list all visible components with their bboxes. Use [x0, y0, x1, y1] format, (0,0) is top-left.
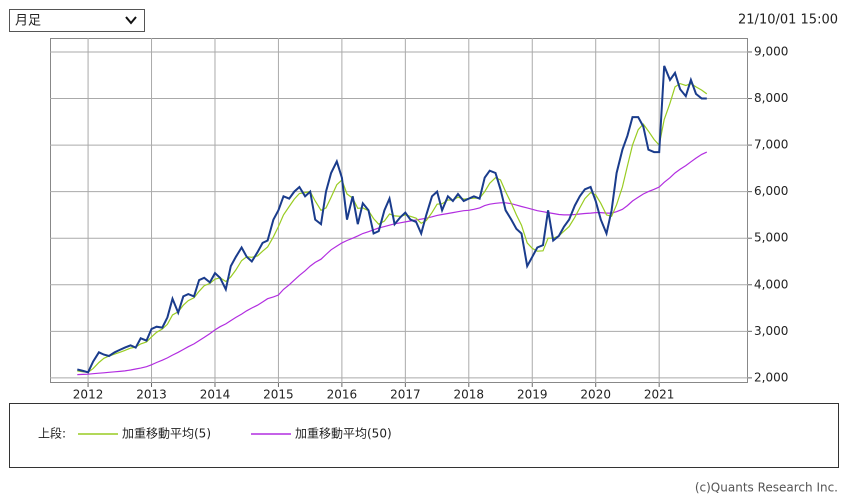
- y-tick-label: 5,000: [754, 231, 788, 245]
- y-tick-label: 8,000: [754, 91, 788, 105]
- legend-label: 加重移動平均(5): [122, 427, 211, 441]
- select-label[interactable]: 月足: [15, 14, 41, 29]
- y-tick-label: 3,000: [754, 324, 788, 338]
- period-select[interactable]: 月足: [9, 9, 145, 32]
- y-tick-label: 2,000: [754, 370, 788, 384]
- y-tick-label: 9,000: [754, 44, 788, 58]
- legend-label: 加重移動平均(50): [295, 427, 392, 441]
- y-tick-label: 7,000: [754, 138, 788, 152]
- x-tick-label: 2016: [327, 388, 358, 402]
- series-line: [77, 151, 708, 376]
- x-tick-label: 2019: [517, 388, 548, 402]
- x-tick-label: 2012: [73, 388, 104, 402]
- select-box[interactable]: [9, 9, 145, 32]
- x-tick-label: 2018: [454, 388, 485, 402]
- series-line: [77, 82, 708, 373]
- x-tick-label: 2020: [580, 388, 611, 402]
- copyright: (c)Quants Research Inc.: [695, 481, 838, 495]
- y-tick-label: 4,000: [754, 277, 788, 291]
- legend-title: 上段:: [38, 426, 66, 441]
- legend-box: [9, 403, 839, 468]
- x-tick-label: 2021: [644, 388, 675, 402]
- select-chevron[interactable]: [125, 16, 137, 25]
- y-tick-label: 6,000: [754, 184, 788, 198]
- plot-frame: [50, 38, 748, 383]
- x-tick-label: 2014: [200, 388, 231, 402]
- x-tick-label: 2013: [136, 388, 167, 402]
- x-tick-label: 2017: [390, 388, 421, 402]
- series-line: [77, 65, 707, 374]
- x-tick-label: 2015: [263, 388, 294, 402]
- timestamp: 21/10/01 15:00: [738, 13, 838, 28]
